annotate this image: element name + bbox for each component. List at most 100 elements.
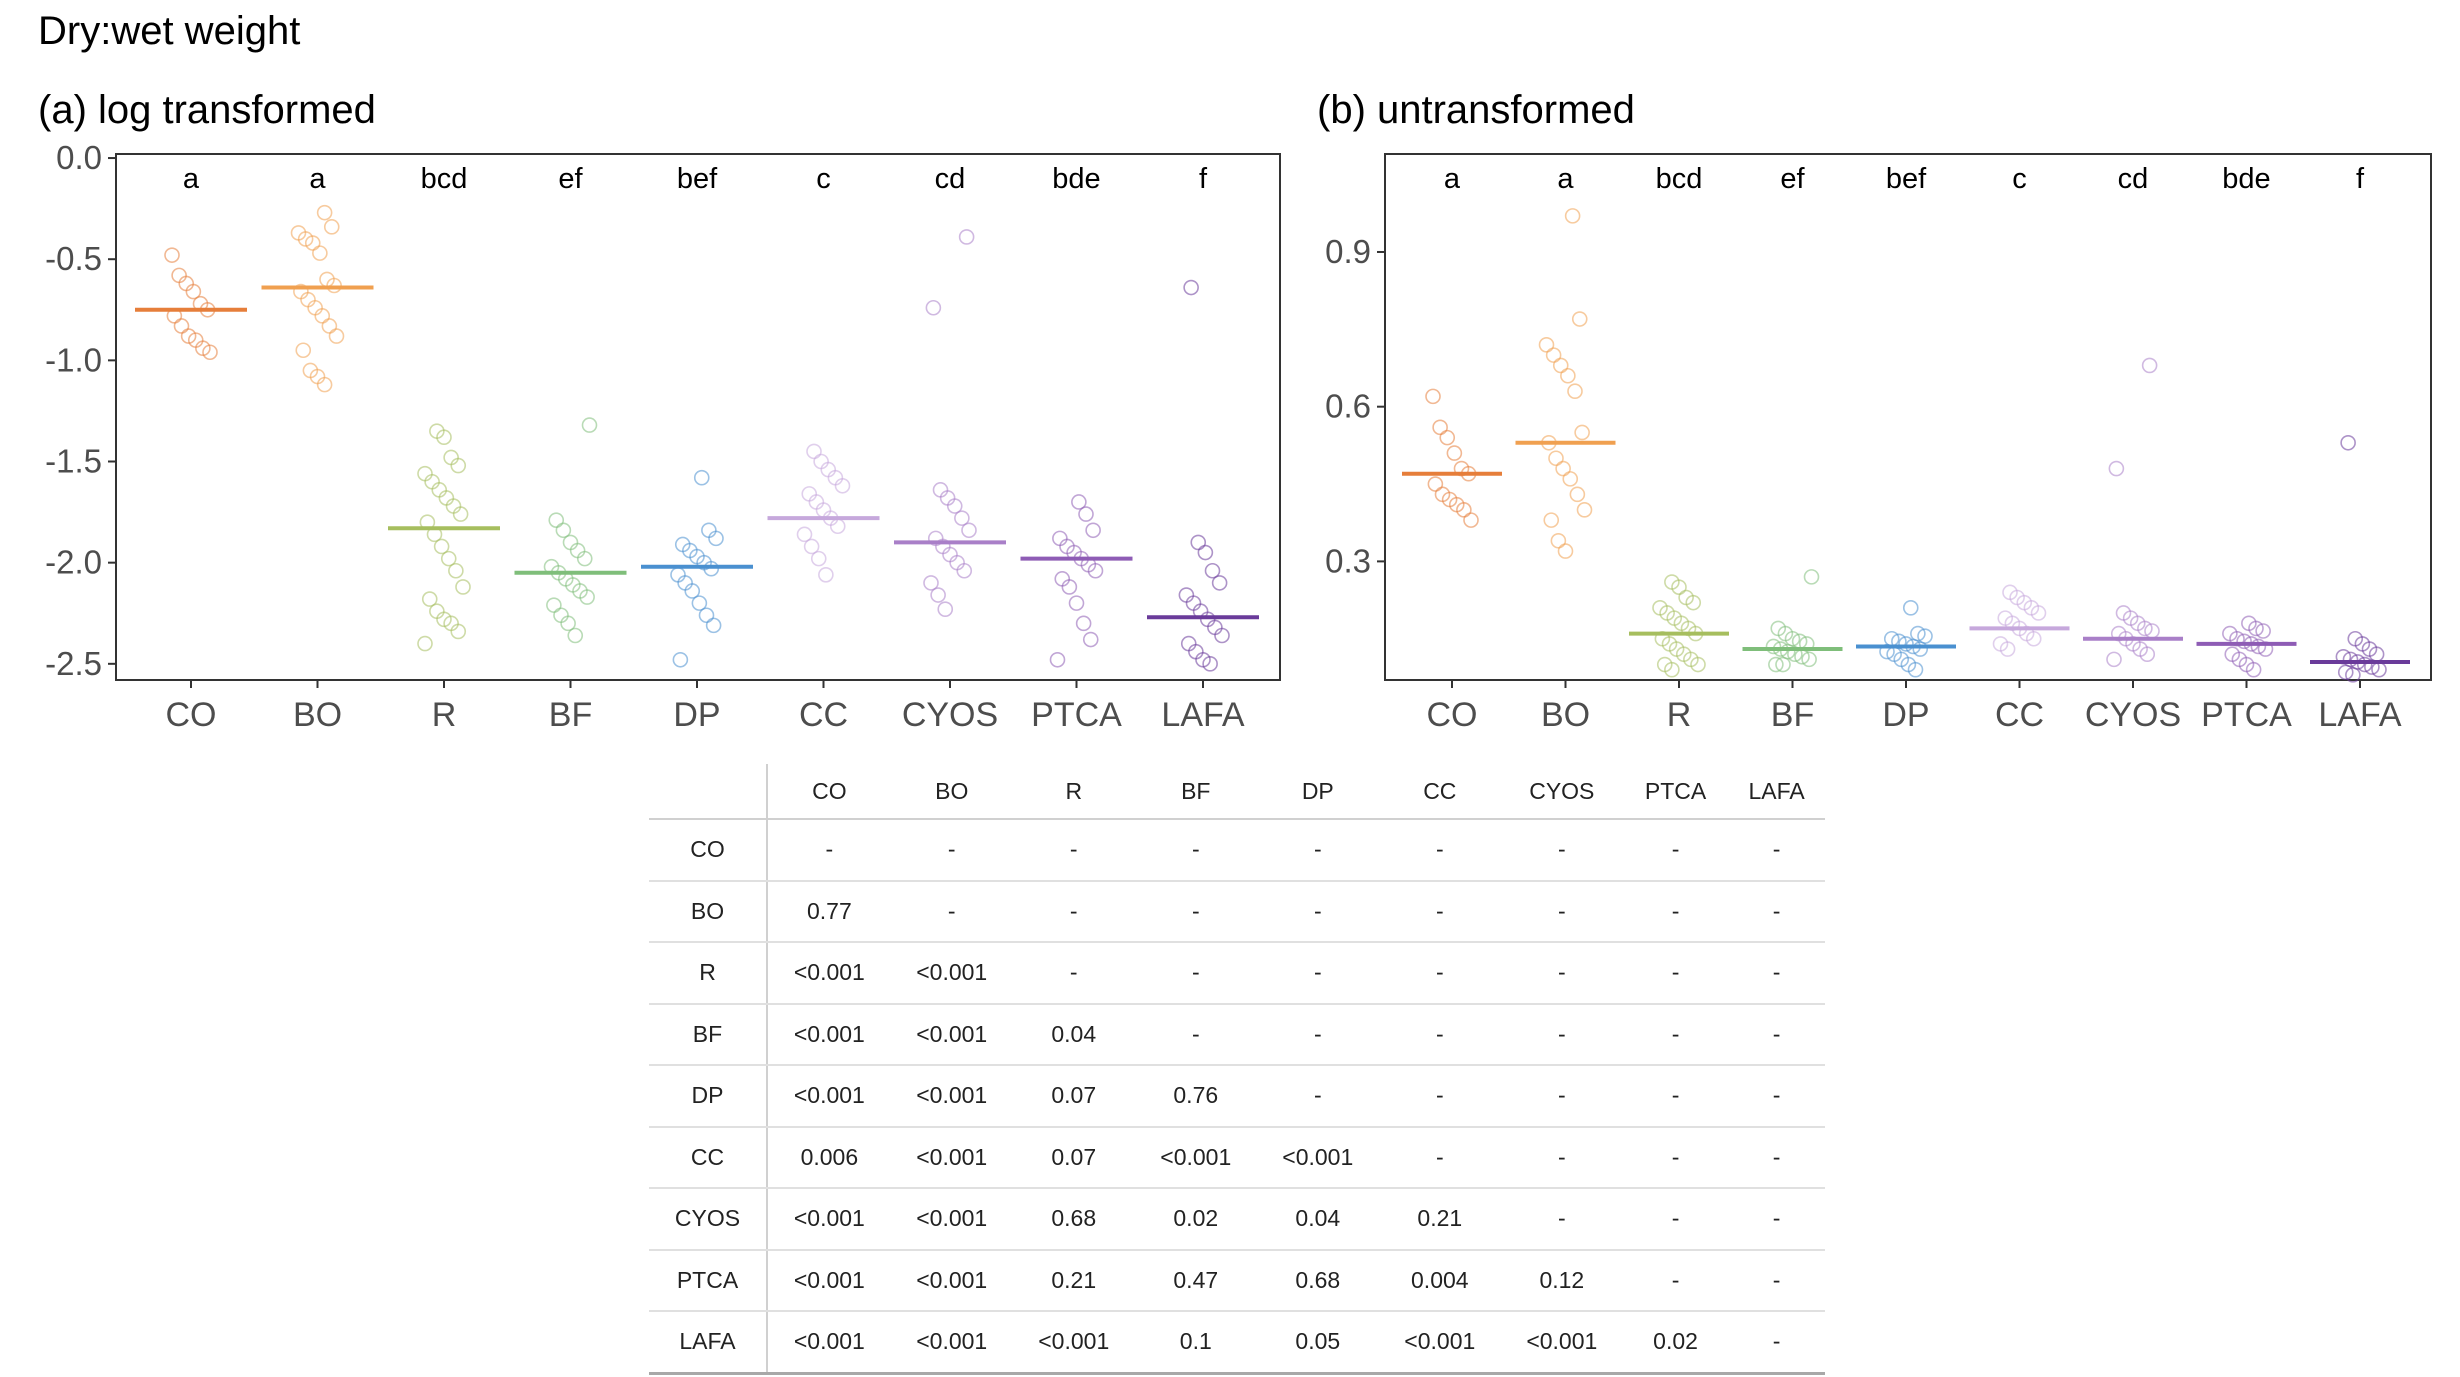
data-point xyxy=(2137,620,2153,637)
table-row: PTCA <0.001 <0.001 0.21 0.47 0.68 0.004 0.12- - xyxy=(649,1249,1825,1312)
table-cell: - xyxy=(1134,942,1257,1005)
x-tick-label: BO xyxy=(293,696,342,734)
table-header-row: CO BO R BF DP CC CYOS PTCA LAFA xyxy=(649,764,1825,820)
data-point xyxy=(703,560,720,577)
table-cell: - xyxy=(1012,942,1135,1005)
table-cell: - xyxy=(1500,880,1623,943)
row-header: PTCA xyxy=(649,1249,768,1312)
data-point xyxy=(562,534,579,551)
data-point xyxy=(803,538,820,555)
group-letter: a xyxy=(183,163,200,195)
data-point xyxy=(314,308,331,324)
table-cell: - xyxy=(1500,1188,1623,1251)
data-point xyxy=(1078,506,1094,522)
table-cell: <0.001 xyxy=(767,1003,891,1066)
y-tick-label: 0.6 xyxy=(1325,388,1371,425)
data-point xyxy=(1545,347,1562,363)
data-point xyxy=(295,342,312,359)
table-cell: - xyxy=(1134,819,1257,882)
column-header: BO xyxy=(890,764,1013,820)
data-point xyxy=(670,566,686,583)
row-header: CC xyxy=(649,1126,768,1189)
data-point xyxy=(818,566,834,583)
data-point xyxy=(576,550,593,567)
group-letter: ef xyxy=(558,163,583,195)
data-point xyxy=(2025,630,2042,647)
table-cell: - xyxy=(1728,942,1825,1005)
table-cell: 0.21 xyxy=(1378,1188,1501,1251)
x-tick-label: LAFA xyxy=(1161,696,1244,734)
data-point xyxy=(1999,641,2016,657)
data-point xyxy=(834,477,851,494)
table-cell: 0.05 xyxy=(1256,1311,1379,1375)
data-point xyxy=(1185,595,1202,611)
x-tick-label: BF xyxy=(549,696,592,734)
group-letter: ef xyxy=(1780,163,1805,195)
table-cell: - xyxy=(1500,1065,1623,1128)
data-point xyxy=(553,607,569,624)
table-cell: <0.001 xyxy=(890,1126,1013,1189)
data-point xyxy=(1082,631,1099,648)
table-cell: - xyxy=(1728,1311,1825,1375)
group-letter: bde xyxy=(1052,163,1100,195)
y-tick-label: 0.3 xyxy=(1325,542,1371,579)
table-cell: - xyxy=(1012,880,1135,943)
table-cell: <0.001 xyxy=(1256,1126,1379,1189)
data-point xyxy=(178,275,195,292)
table-cell: <0.001 xyxy=(767,1065,891,1128)
data-point xyxy=(2345,667,2361,683)
table-cell: - xyxy=(1622,1188,1729,1251)
data-point xyxy=(937,601,954,617)
data-point xyxy=(1049,651,1066,668)
x-tick-label: DP xyxy=(1882,696,1929,734)
data-point xyxy=(1085,522,1101,539)
data-point xyxy=(579,589,595,605)
column-header: DP xyxy=(1256,764,1379,820)
table-cell: <0.001 xyxy=(890,1065,1013,1128)
data-point xyxy=(452,506,469,522)
data-point xyxy=(321,318,338,334)
table-corner xyxy=(649,764,768,820)
data-point xyxy=(1463,512,1479,528)
data-point xyxy=(1054,571,1071,587)
data-point xyxy=(2141,357,2158,374)
data-point xyxy=(2337,664,2354,681)
table-cell: 0.07 xyxy=(1012,1065,1135,1128)
group-letter: c xyxy=(816,163,831,195)
table-cell: 0.21 xyxy=(1012,1249,1135,1312)
data-point xyxy=(672,651,689,668)
data-point xyxy=(801,486,818,502)
data-point xyxy=(930,587,946,603)
table-cell: <0.001 xyxy=(890,1249,1013,1312)
group-letter: f xyxy=(1199,163,1208,195)
data-point xyxy=(939,490,956,506)
data-point xyxy=(1567,383,1583,400)
table-row: DP <0.001 <0.001 0.07 0.76- - - - - xyxy=(649,1065,1825,1128)
data-point xyxy=(448,562,464,579)
data-point xyxy=(806,443,822,460)
group-letter: f xyxy=(2356,163,2365,195)
data-point xyxy=(1425,388,1441,405)
data-point xyxy=(164,247,180,263)
data-point xyxy=(1087,562,1104,579)
data-point xyxy=(829,518,846,535)
table-body: CO - - - - - - - - - BO 0.77- - - - - - - - R <0.001 <0.001- -… xyxy=(649,819,1825,1375)
table-cell: 0.68 xyxy=(1012,1188,1135,1251)
x-tick-label: BO xyxy=(1541,696,1590,734)
data-point xyxy=(1907,661,1924,678)
data-point xyxy=(1564,208,1581,224)
data-point xyxy=(2340,434,2356,451)
data-point xyxy=(1075,615,1092,632)
data-point xyxy=(946,498,963,514)
data-point xyxy=(1664,661,1680,678)
data-point xyxy=(1180,635,1197,652)
table-cell: - xyxy=(1622,1065,1729,1128)
row-header: BF xyxy=(649,1003,768,1066)
table-cell: - xyxy=(1256,1003,1379,1066)
data-point xyxy=(1912,641,1929,657)
row-header: BO xyxy=(649,880,768,943)
data-point xyxy=(942,546,958,563)
data-point xyxy=(417,465,433,482)
